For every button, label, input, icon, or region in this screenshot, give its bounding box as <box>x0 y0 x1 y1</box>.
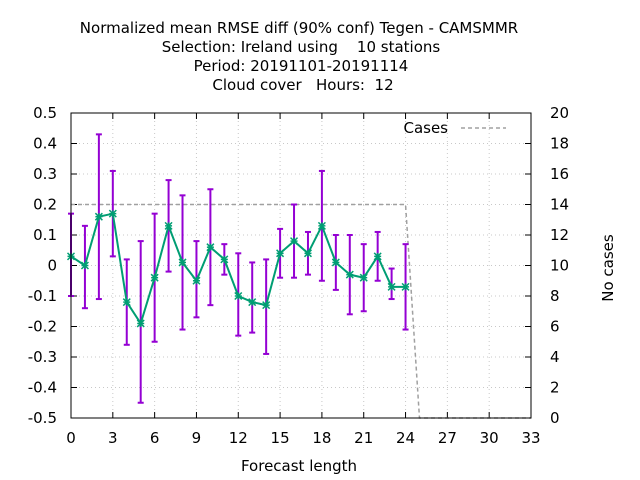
data-point <box>122 298 131 307</box>
y2-tick-label: 2 <box>550 379 560 397</box>
data-point-d2 <box>122 298 131 307</box>
y-tick-label: 0.1 <box>33 226 57 244</box>
chart-title: Normalized mean RMSE diff (90% conf) Teg… <box>80 19 518 94</box>
x-tick-label: 0 <box>66 429 76 447</box>
plot-frame <box>70 112 532 419</box>
data-point <box>331 258 340 267</box>
y2-tick-label: 8 <box>550 287 560 305</box>
data-point <box>373 252 382 261</box>
y-tick-label: 0.2 <box>33 196 57 214</box>
data-point-d2 <box>345 270 354 279</box>
y2-tick-label: 0 <box>550 409 560 427</box>
legend-label-cases: Cases <box>403 119 448 137</box>
data-point <box>345 270 354 279</box>
x-tick-label: 18 <box>312 429 331 447</box>
data-point-d2 <box>373 252 382 261</box>
title-line-1: Normalized mean RMSE diff (90% conf) Teg… <box>80 19 518 37</box>
y-tick-label: 0.3 <box>33 165 57 183</box>
data-point <box>150 273 159 282</box>
data-point <box>206 243 215 252</box>
legend: Cases <box>403 119 506 137</box>
data-point <box>276 249 285 258</box>
data-point <box>317 221 326 230</box>
data-point-d2 <box>164 221 173 230</box>
y-axis-ticks: -0.5 -0.4 -0.3 -0.2 -0.1 0 0.1 0.2 0.3 0.4 0.5 <box>28 104 77 427</box>
data-point <box>108 209 117 218</box>
y-tick-label: 0.4 <box>33 135 57 153</box>
x-tick-label: 21 <box>354 429 373 447</box>
data-point <box>164 221 173 230</box>
data-point-d2 <box>150 273 159 282</box>
data-point <box>401 282 410 291</box>
y-tick-label: -0.4 <box>28 379 57 397</box>
x-tick-label: 6 <box>150 429 160 447</box>
y2-tick-label: 20 <box>550 104 569 122</box>
data-point-d2 <box>303 249 313 258</box>
title-line-3: Period: 20191101-20191114 <box>194 57 409 75</box>
data-point-d2 <box>94 212 103 221</box>
data-point <box>136 319 145 328</box>
y2-tick-label: 4 <box>550 348 560 366</box>
y2-tick-label: 6 <box>550 318 560 336</box>
y2-tick-label: 10 <box>550 257 569 275</box>
y-tick-label: -0.3 <box>28 348 57 366</box>
data-point-d2 <box>136 319 145 328</box>
title-line-2: Selection: Ireland using 10 stations <box>162 38 441 56</box>
data-point <box>220 255 229 264</box>
data-point-d2 <box>108 209 117 218</box>
x-tick-label: 12 <box>229 429 248 447</box>
x-tick-label: 27 <box>438 429 457 447</box>
y2-axis-label: No cases <box>599 234 617 302</box>
rmse-diff-series <box>66 133 410 404</box>
data-point-d2 <box>317 221 326 230</box>
data-point-d2 <box>262 301 271 310</box>
y-tick-label: -0.2 <box>28 318 57 336</box>
y2-tick-label: 12 <box>550 226 569 244</box>
data-point-d2 <box>387 282 396 291</box>
x-axis-ticks: 0 3 6 9 12 15 18 21 24 27 30 33 <box>66 113 541 447</box>
data-point-d2 <box>192 276 201 285</box>
x-tick-label: 30 <box>480 429 499 447</box>
data-point-d2 <box>220 255 229 264</box>
data-point-d2 <box>289 237 299 246</box>
x-tick-label: 24 <box>396 429 415 447</box>
y-tick-label: -0.1 <box>28 287 57 305</box>
data-point <box>289 237 299 246</box>
data-point-d2 <box>331 258 340 267</box>
x-tick-label: 9 <box>192 429 202 447</box>
data-point-d2 <box>234 291 243 301</box>
data-point <box>178 258 187 267</box>
data-point <box>262 301 271 310</box>
x-tick-label: 15 <box>271 429 290 447</box>
data-point <box>303 249 313 258</box>
data-point-d2 <box>206 243 215 252</box>
y-tick-label: 0.5 <box>33 104 57 122</box>
data-point <box>94 212 103 221</box>
data-point-d2 <box>80 261 89 270</box>
x-tick-label: 3 <box>108 429 118 447</box>
y-tick-label: 0 <box>47 257 57 275</box>
y2-tick-label: 16 <box>550 165 569 183</box>
data-point-d2 <box>401 282 410 291</box>
data-point <box>248 298 257 307</box>
x-tick-label: 33 <box>521 429 540 447</box>
data-point <box>387 282 396 291</box>
data-point <box>234 291 243 301</box>
x-axis-label: Forecast length <box>241 457 357 475</box>
data-point-d2 <box>276 249 285 258</box>
y2-axis-ticks: 0 2 4 6 8 10 12 14 16 18 20 <box>525 104 569 427</box>
y2-tick-label: 18 <box>550 135 569 153</box>
data-point-d2 <box>359 273 368 282</box>
error-bar <box>249 261 256 334</box>
data-point-d2 <box>248 298 257 307</box>
data-point-d2 <box>178 258 187 267</box>
data-point <box>80 261 89 270</box>
y2-tick-label: 14 <box>550 196 569 214</box>
data-point <box>359 273 368 282</box>
data-point <box>192 276 201 285</box>
title-line-4: Cloud cover Hours: 12 <box>212 76 393 94</box>
y-tick-label: -0.5 <box>28 409 57 427</box>
